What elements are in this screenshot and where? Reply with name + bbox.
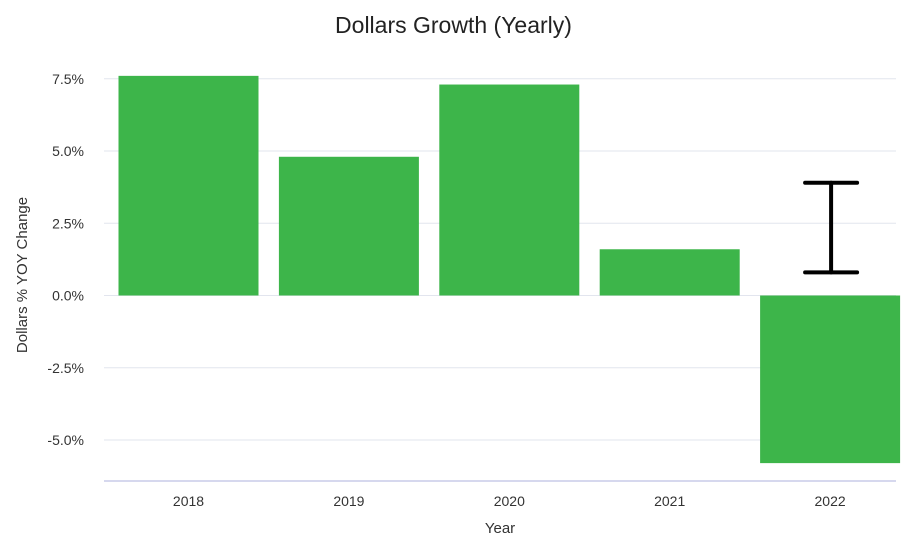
y-axis-title: Dollars % YOY Change <box>14 197 31 353</box>
y-tick-label: -2.5% <box>47 360 84 376</box>
y-tick-label: 2.5% <box>52 215 84 231</box>
x-axis-title: Year <box>485 520 515 537</box>
bar-2019 <box>278 156 419 296</box>
x-tick-label: 2018 <box>173 493 204 509</box>
y-tick-label: 5.0% <box>52 143 84 159</box>
x-tick-labels: 2018 2019 2020 2021 2022 <box>173 493 846 509</box>
bar-2022 <box>760 295 901 464</box>
error-bar <box>803 180 860 275</box>
x-tick-label: 2022 <box>815 493 846 509</box>
bars <box>118 75 901 464</box>
x-tick-label: 2019 <box>333 493 364 509</box>
bar-2018 <box>118 75 259 296</box>
bar-2021 <box>599 249 740 296</box>
y-tick-label: 0.0% <box>52 288 84 304</box>
chart-title: Dollars Growth (Yearly) <box>335 12 572 38</box>
y-tick-labels: 7.5% 5.0% 2.5% 0.0% -2.5% -5.0% <box>47 71 84 448</box>
y-tick-label: -5.0% <box>47 432 84 448</box>
x-tick-label: 2021 <box>654 493 685 509</box>
bar-2020 <box>439 84 580 296</box>
y-tick-label: 7.5% <box>52 71 84 87</box>
x-tick-label: 2020 <box>494 493 525 509</box>
